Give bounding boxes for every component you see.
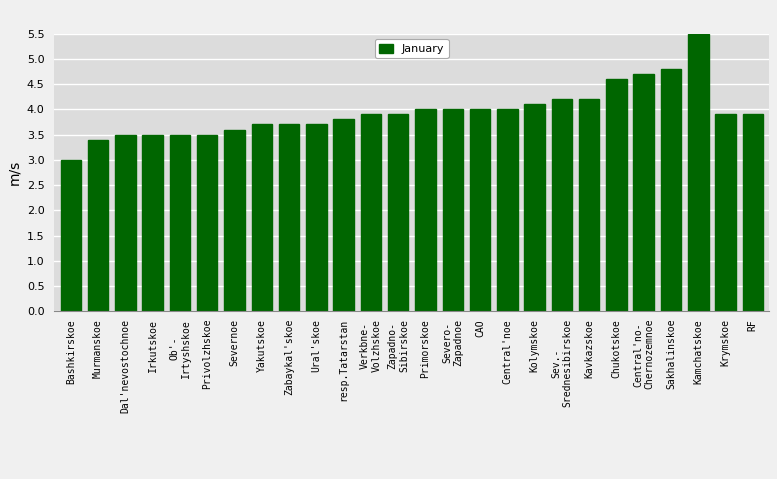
Bar bbox=[606, 79, 627, 311]
Bar bbox=[306, 125, 326, 311]
Bar bbox=[197, 135, 218, 311]
Bar bbox=[688, 34, 709, 311]
Y-axis label: m/s: m/s bbox=[7, 160, 21, 185]
Bar bbox=[552, 99, 572, 311]
Bar bbox=[388, 114, 409, 311]
Bar bbox=[660, 69, 681, 311]
Legend: January: January bbox=[375, 39, 448, 58]
Bar bbox=[524, 104, 545, 311]
Bar bbox=[743, 114, 763, 311]
Bar bbox=[225, 129, 245, 311]
Bar bbox=[252, 125, 272, 311]
Bar bbox=[633, 74, 654, 311]
Bar bbox=[579, 99, 599, 311]
Bar bbox=[61, 160, 81, 311]
Bar bbox=[279, 125, 299, 311]
Bar bbox=[142, 135, 163, 311]
Bar bbox=[443, 109, 463, 311]
Bar bbox=[333, 119, 354, 311]
Bar bbox=[470, 109, 490, 311]
Bar bbox=[415, 109, 436, 311]
Bar bbox=[497, 109, 517, 311]
Bar bbox=[88, 139, 108, 311]
Bar bbox=[169, 135, 190, 311]
Bar bbox=[716, 114, 736, 311]
Bar bbox=[115, 135, 135, 311]
Bar bbox=[361, 114, 381, 311]
